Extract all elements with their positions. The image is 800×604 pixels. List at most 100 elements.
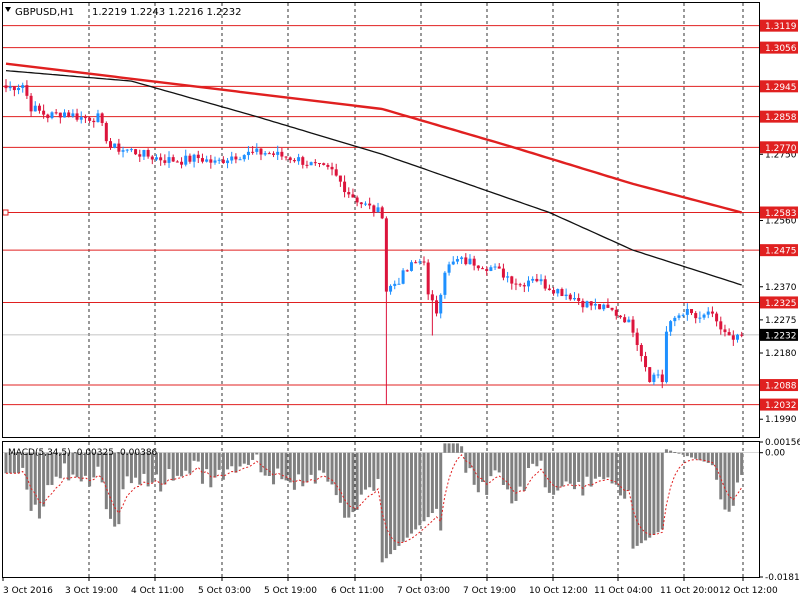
- macd-histogram-bar: [380, 452, 384, 563]
- macd-histogram-bar: [455, 443, 459, 453]
- macd-histogram-bar: [113, 452, 117, 527]
- candle-body: [338, 175, 342, 182]
- candle-body: [334, 169, 338, 176]
- candle-body: [121, 150, 125, 152]
- macd-histogram-bar: [710, 452, 714, 466]
- candle-body: [593, 304, 597, 306]
- macd-histogram-bar: [547, 452, 551, 493]
- candle-body: [54, 112, 58, 114]
- macd-histogram-bar: [422, 452, 426, 522]
- macd-histogram-bar: [497, 452, 501, 473]
- macd-histogram-bar: [464, 452, 468, 473]
- price-pane-frame: [2, 2, 760, 438]
- macd-histogram-bar: [736, 452, 739, 483]
- macd-histogram-bar: [476, 452, 480, 493]
- macd-histogram-bar: [88, 452, 92, 487]
- candle-body: [330, 166, 334, 170]
- macd-histogram-bar: [163, 452, 167, 485]
- macd-histogram-bar: [631, 452, 635, 549]
- level-price-box: [760, 141, 798, 154]
- macd-histogram-bar: [246, 452, 250, 465]
- candle-body: [21, 85, 25, 88]
- macd-histogram-bar: [644, 452, 648, 541]
- candle-body: [522, 285, 526, 287]
- macd-histogram-bar: [313, 452, 317, 484]
- level-price-box: [760, 19, 798, 32]
- macd-tick-label: 0.00: [765, 449, 785, 459]
- candle-body: [543, 279, 547, 289]
- macd-histogram-bar: [489, 452, 493, 477]
- macd-histogram-bar: [175, 452, 179, 476]
- candle-body: [372, 205, 376, 213]
- candle-body: [602, 304, 606, 310]
- candle-body: [71, 113, 75, 117]
- level-anchor-marker[interactable]: [2, 209, 9, 216]
- macd-histogram-bar: [698, 452, 702, 461]
- candle-body: [109, 141, 112, 148]
- candle-body: [627, 319, 631, 323]
- macd-histogram-bar: [343, 452, 347, 518]
- macd-histogram-bar: [46, 452, 50, 486]
- candle-body: [209, 159, 213, 163]
- level-price-box: [760, 41, 798, 54]
- macd-histogram-bar: [439, 452, 443, 531]
- symbol-timeframe-label: GBPUSD,H1: [15, 7, 74, 18]
- chart-dropdown-icon[interactable]: [5, 7, 11, 12]
- moving-average-fast-line: [5, 69, 742, 286]
- macd-histogram-bar: [4, 452, 8, 474]
- candle-body: [301, 157, 305, 165]
- candle-body: [347, 192, 351, 195]
- candle-body: [426, 262, 430, 295]
- macd-histogram-bar: [447, 443, 451, 453]
- macd-histogram-bar: [514, 452, 518, 501]
- macd-histogram-bar: [134, 452, 138, 478]
- level-price-box: [760, 379, 798, 392]
- candle-body: [673, 317, 677, 322]
- candle-body: [393, 283, 397, 286]
- macd-histogram-bar: [121, 452, 125, 490]
- x-tick-label: 12 Oct 12:00: [719, 586, 778, 596]
- candle-body: [531, 278, 535, 281]
- macd-histogram-bar: [493, 452, 497, 471]
- candle-body: [568, 294, 572, 300]
- candle-body: [259, 148, 263, 155]
- macd-histogram-bar: [610, 452, 614, 484]
- candle-body: [510, 276, 514, 284]
- macd-histogram-bar: [92, 452, 96, 478]
- level-price-box: [760, 110, 798, 123]
- macd-histogram-bar: [522, 452, 526, 491]
- macd-histogram-bar: [58, 452, 62, 479]
- macd-histogram-bar: [527, 452, 530, 469]
- macd-histogram-bar: [430, 452, 434, 513]
- candle-body: [581, 300, 585, 308]
- candle-body: [96, 113, 100, 123]
- candle-body: [606, 304, 610, 308]
- candle-body: [414, 262, 418, 264]
- candle-body: [527, 280, 530, 287]
- candle-body: [719, 321, 723, 330]
- candle-body: [184, 155, 188, 165]
- x-tick-label: 7 Oct 19:00: [463, 586, 516, 596]
- candle-body: [376, 207, 380, 213]
- macd-histogram-bar: [564, 452, 568, 482]
- candle-body: [192, 154, 196, 162]
- macd-histogram-bar: [79, 452, 83, 482]
- macd-histogram-bar: [568, 452, 572, 484]
- candle-body: [618, 315, 622, 318]
- candle-body: [8, 86, 12, 89]
- macd-histogram-bar: [602, 452, 606, 480]
- macd-histogram-bar: [677, 452, 681, 454]
- candle-body: [409, 262, 413, 271]
- level-price-label: 1.2770: [765, 144, 797, 154]
- candle-body: [556, 289, 560, 294]
- macd-histogram-bar: [154, 452, 158, 475]
- macd-histogram-bar: [623, 452, 627, 499]
- macd-histogram-bar: [234, 452, 238, 473]
- x-tick-label: 11 Oct 20:00: [660, 586, 719, 596]
- macd-histogram-bar: [414, 452, 418, 530]
- candle-body: [652, 374, 656, 382]
- grid-layer: [88, 3, 744, 577]
- candle-body: [539, 279, 543, 282]
- macd-histogram-bar: [305, 452, 309, 483]
- candle-body: [710, 311, 714, 314]
